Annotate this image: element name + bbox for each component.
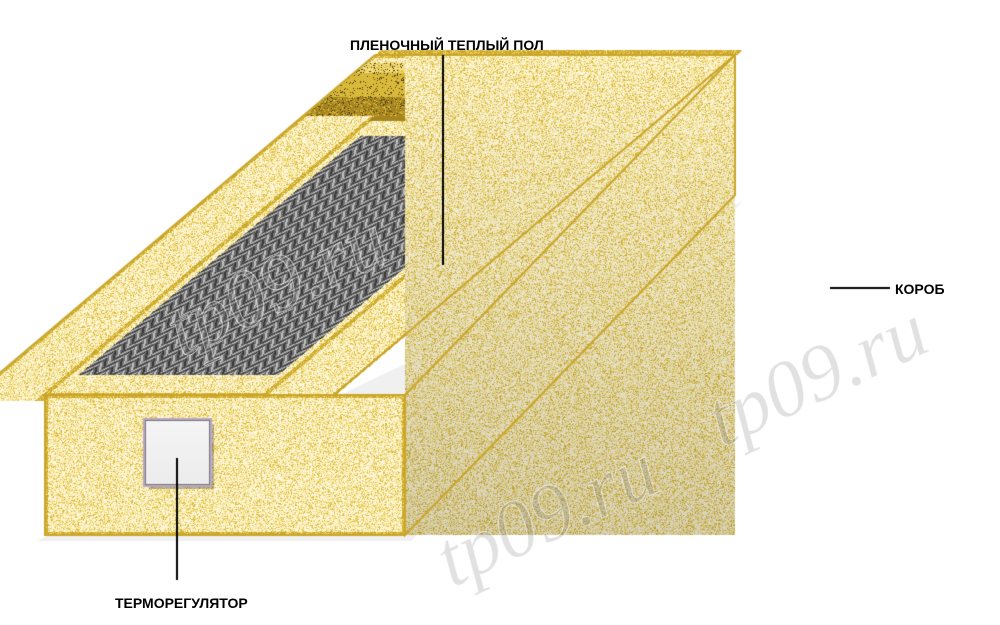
label-film-floor: ПЛЕНОЧНЫЙ ТЕПЛЫЙ ПОЛ	[350, 37, 544, 53]
label-thermostat: ТЕРМОРЕГУЛЯТОР	[115, 595, 248, 611]
diagram-canvas	[0, 0, 1000, 625]
diagram-stage: ПЛЕНОЧНЫЙ ТЕПЛЫЙ ПОЛ КОРОБ ТЕРМОРЕГУЛЯТО…	[0, 0, 1000, 625]
label-box: КОРОБ	[895, 281, 945, 297]
